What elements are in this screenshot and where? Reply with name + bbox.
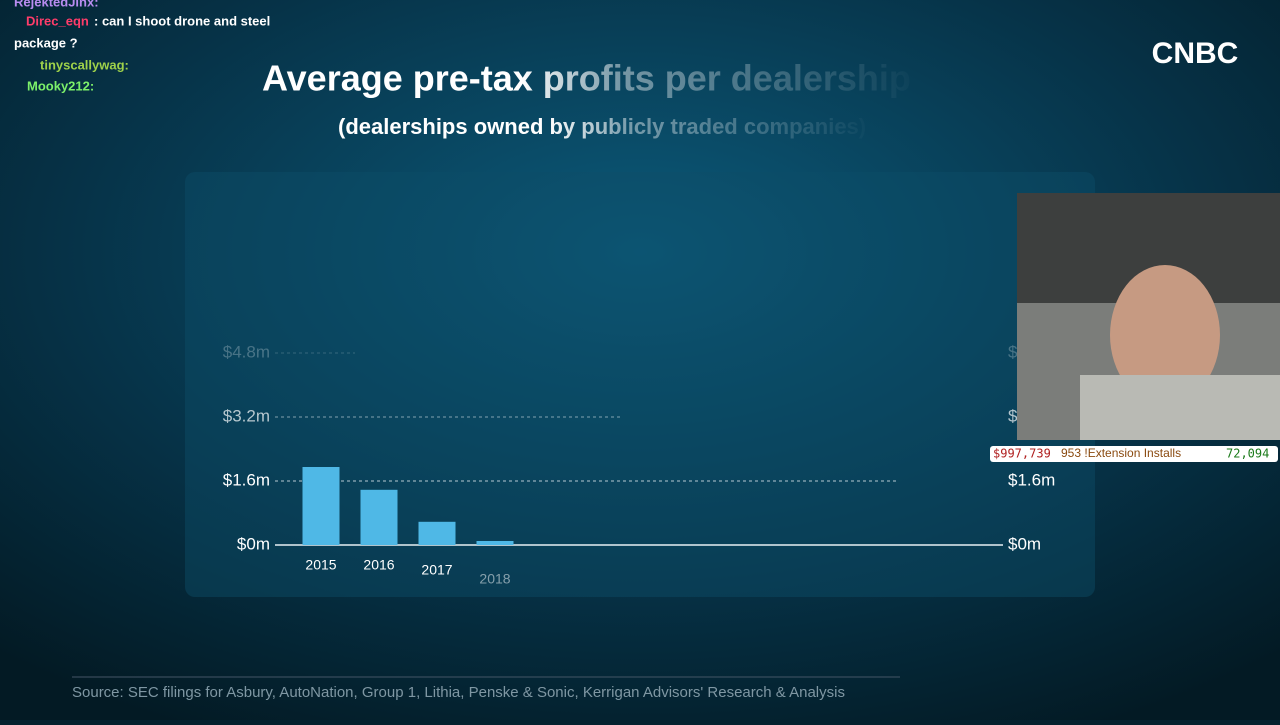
y-tick-label: $0m <box>237 534 270 553</box>
chart-title: Average pre-tax profits per dealership <box>262 58 911 99</box>
chart-subtitle: (dealerships owned by publicly traded co… <box>338 114 866 139</box>
stat: $997,739 <box>993 447 1051 461</box>
y-tick-label: $3.2m <box>223 406 270 425</box>
source: Source: SEC filings for Asbury, AutoNati… <box>72 684 845 701</box>
webcam-sweater <box>1080 375 1280 440</box>
chat-message: : can I shoot drone and steel <box>94 13 270 28</box>
bar <box>476 541 514 545</box>
x-tick-label: 2017 <box>421 562 452 578</box>
y2-tick-label: $0m <box>1008 534 1041 553</box>
bar <box>360 489 398 545</box>
stats-bar <box>990 446 1278 462</box>
chat-user: RejektedJinx: <box>14 0 99 9</box>
chat-user: Mooky212: <box>27 78 94 93</box>
y-tick-label: $1.6m <box>223 470 270 489</box>
plot: $0m$0m$1.6m$1.6m$3.2m$3.2m$4.8m$4.8m2015… <box>223 342 1056 586</box>
stat: 72,094 <box>1226 447 1269 461</box>
chat-message: package ? <box>14 35 78 50</box>
webcam-person <box>1110 265 1220 405</box>
x-tick-label: 2016 <box>363 557 394 573</box>
bar <box>418 521 456 545</box>
x-tick-label: 2015 <box>305 557 336 573</box>
x-tick-label: 2018 <box>479 571 510 587</box>
chat-user: Direc_eqn <box>26 13 89 28</box>
logo: CNBC <box>1152 37 1239 70</box>
chart-panel <box>185 172 1095 597</box>
stat: 953 !Extension Installs <box>1061 446 1181 460</box>
y2-tick-label: $1.6m <box>1008 470 1055 489</box>
chat-user: tinyscallywag: <box>40 57 129 72</box>
y-tick-label: $4.8m <box>223 342 270 361</box>
bar <box>302 467 340 545</box>
